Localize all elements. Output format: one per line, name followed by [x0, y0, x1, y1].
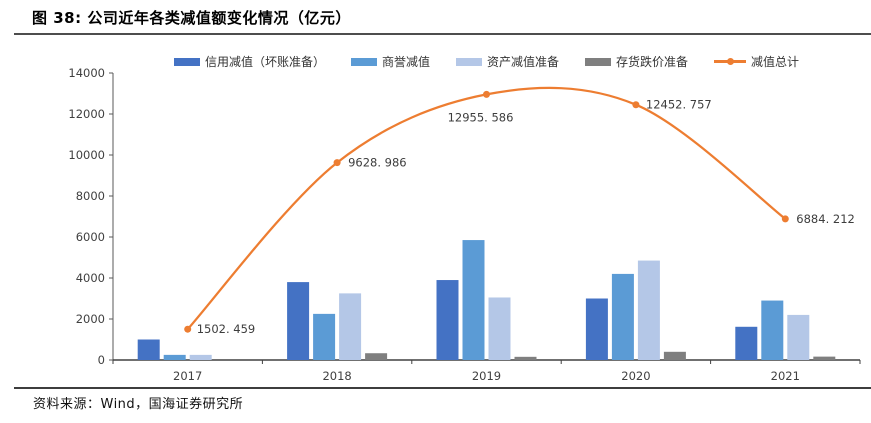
bar-series3-2020	[663, 351, 686, 360]
line-data-label-2018: 9628. 986	[348, 156, 407, 170]
line-marker-2021	[781, 215, 789, 223]
legend-label-total: 减值总计	[751, 55, 800, 69]
x-category-label: 2018	[322, 369, 351, 383]
line-data-label-2019: 12955. 586	[448, 110, 514, 124]
bar-series2-2020	[637, 260, 660, 360]
legend-item-asset-impairment: 资产减值准备	[455, 53, 559, 70]
legend-label-goodwill: 商誉减值	[381, 55, 430, 69]
bar-series3-2019	[514, 356, 537, 360]
chart-legend: 信用减值（坏账准备） 商誉减值 资产减值准备 存货跌价准备 减值总计	[113, 53, 860, 70]
y-tick-label: 2000	[76, 312, 105, 326]
figure-title: 图 38: 公司近年各类减值额变化情况（亿元）	[32, 9, 351, 27]
legend-label-asset: 资产减值准备	[486, 55, 559, 69]
y-tick-label: 6000	[76, 230, 105, 244]
source-divider	[14, 387, 871, 389]
x-category-label: 2019	[472, 369, 501, 383]
bar-series3-2021	[813, 356, 836, 360]
bar-series2-2019	[488, 297, 511, 360]
bar-series2-2021	[787, 314, 810, 360]
title-divider	[14, 33, 871, 35]
y-tick-label: 0	[98, 353, 105, 367]
legend-item-inventory-provision: 存货跌价准备	[585, 53, 688, 70]
bar-series1-2021	[761, 300, 784, 360]
legend-swatch-credit-icon	[173, 57, 200, 66]
x-category-label: 2020	[621, 369, 650, 383]
bar-series2-2018	[339, 293, 362, 360]
x-category-label: 2021	[771, 369, 800, 383]
line-marker-2017	[184, 325, 192, 333]
bar-series1-2018	[313, 313, 336, 360]
bar-series0-2019	[436, 280, 459, 360]
legend-swatch-asset-icon	[455, 57, 482, 66]
legend-item-goodwill-impairment: 商誉减值	[350, 53, 430, 70]
x-category-label: 2017	[173, 369, 202, 383]
line-data-label-2017: 1502. 459	[197, 322, 256, 336]
legend-line-marker-icon	[714, 58, 747, 64]
legend-swatch-inventory-icon	[585, 57, 611, 66]
legend-label-inventory: 存货跌价准备	[616, 55, 689, 69]
line-marker-2018	[333, 159, 341, 167]
y-tick-label: 12000	[68, 107, 105, 121]
bar-series0-2018	[287, 282, 310, 360]
chart-canvas: 0 2000 4000 6000 8000 10000 12000 14000 2017 2018…	[68, 66, 861, 383]
line-marker-2020	[632, 101, 640, 109]
line-data-label-2021: 6884. 212	[796, 212, 855, 226]
legend-item-credit-impairment: 信用减值（坏账准备）	[173, 53, 325, 70]
y-tick-label: 8000	[76, 189, 105, 203]
line-data-label-2020: 12452. 757	[646, 98, 712, 112]
bar-series1-2019	[462, 240, 485, 360]
legend-swatch-goodwill-icon	[350, 57, 377, 66]
bar-series3-2018	[365, 353, 388, 360]
bar-series2-2017	[189, 354, 212, 360]
bar-series1-2020	[611, 273, 634, 360]
bar-series0-2021	[735, 326, 758, 360]
source-note: 资料来源：Wind，国海证券研究所	[33, 397, 244, 412]
bar-series1-2017	[163, 354, 186, 360]
line-marker-2019	[483, 90, 490, 98]
legend-item-total-impairment: 减值总计	[714, 53, 799, 70]
y-tick-label: 14000	[68, 66, 105, 80]
legend-label-credit: 信用减值（坏账准备）	[204, 55, 325, 69]
y-tick-label: 10000	[68, 148, 105, 162]
y-tick-label: 4000	[76, 271, 105, 285]
bar-series0-2017	[137, 339, 160, 360]
bar-series0-2020	[585, 298, 608, 360]
